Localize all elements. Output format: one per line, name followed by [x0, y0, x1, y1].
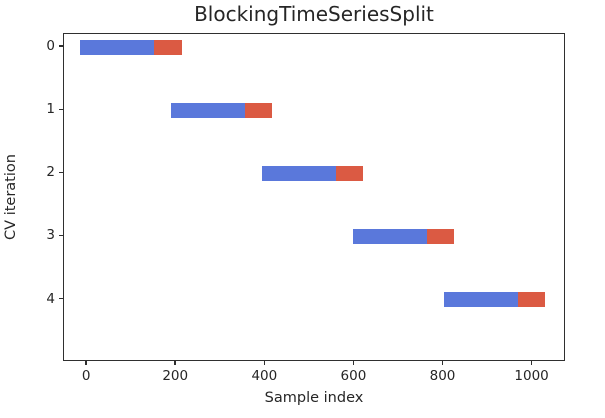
- x-tick-mark: [263, 361, 266, 365]
- y-tick-label: 0: [46, 38, 55, 55]
- y-tick-label: 1: [46, 101, 55, 118]
- chart-title: BlockingTimeSeriesSplit: [194, 2, 434, 26]
- x-tick-mark: [441, 361, 444, 365]
- x-tick-label: 1000: [514, 368, 549, 384]
- x-axis-label: Sample index: [264, 390, 364, 406]
- train-bar: [80, 39, 155, 55]
- train-bar: [171, 102, 246, 118]
- x-tick-label: 400: [251, 368, 278, 384]
- y-tick-label: 3: [46, 227, 55, 244]
- test-bar: [154, 39, 182, 55]
- test-bar: [427, 228, 455, 244]
- y-tick-mark: [59, 297, 63, 300]
- x-tick-mark: [174, 361, 176, 365]
- plot-area: [63, 33, 565, 361]
- train-bar: [443, 292, 518, 308]
- y-tick-mark: [59, 45, 63, 47]
- x-tick-label: 200: [162, 368, 189, 384]
- y-tick-mark: [59, 234, 63, 237]
- x-tick-label: 800: [429, 368, 456, 384]
- test-bar: [336, 165, 364, 181]
- test-bar: [517, 292, 546, 308]
- y-axis-label: CV iteration: [3, 154, 19, 240]
- x-tick-mark: [352, 361, 355, 365]
- x-tick-label: 600: [340, 368, 367, 384]
- y-tick-label: 4: [46, 290, 55, 307]
- x-tick-label: 0: [81, 368, 91, 384]
- x-tick-mark: [530, 361, 533, 365]
- y-tick-mark: [59, 171, 63, 174]
- train-bar: [262, 165, 337, 181]
- x-tick-mark: [85, 361, 87, 365]
- train-bar: [353, 228, 428, 244]
- test-bar: [245, 102, 273, 118]
- y-tick-label: 2: [46, 164, 55, 181]
- y-tick-mark: [59, 108, 63, 111]
